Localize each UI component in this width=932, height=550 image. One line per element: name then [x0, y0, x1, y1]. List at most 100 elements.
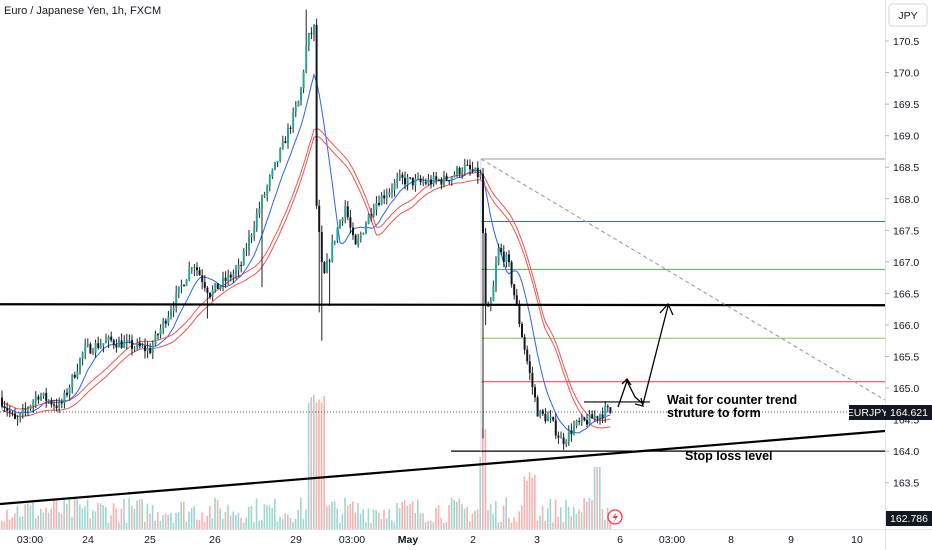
candle-body [86, 344, 89, 346]
candle-body [6, 408, 9, 411]
candle-body [141, 345, 144, 347]
candle-body [588, 414, 591, 425]
volume-bar [427, 520, 429, 529]
candle-body [435, 176, 438, 180]
candle-body [430, 179, 432, 185]
volume-bar [60, 513, 63, 529]
lightning-icon[interactable] [607, 509, 623, 525]
volume-bar [302, 519, 305, 529]
volume-bar [79, 504, 81, 529]
volume-bar [422, 513, 424, 529]
volume-bar [414, 512, 416, 529]
candle-body [105, 340, 107, 344]
candle-body [201, 275, 204, 282]
candle-body [227, 274, 230, 281]
sma-line [1, 72, 611, 434]
volume-bar [539, 515, 541, 529]
volume-bar [211, 518, 214, 529]
candle-body [453, 174, 456, 177]
volume-bar [461, 503, 463, 529]
candle-body [531, 373, 534, 388]
candle-body [495, 263, 497, 286]
volume-bar [84, 506, 86, 529]
candle-body [50, 400, 53, 405]
volume-bar [370, 522, 372, 529]
candle-body [523, 337, 526, 350]
volume-bar [14, 513, 16, 529]
annotation-stop-loss: Stop loss level [685, 449, 773, 463]
candle-body [331, 241, 334, 261]
candle-body [547, 417, 549, 422]
candle-body [484, 233, 487, 304]
volume-bar [159, 520, 162, 529]
candle-body [508, 254, 510, 263]
currency-button[interactable]: JPY [888, 3, 928, 27]
candle-body [424, 182, 427, 184]
candle-body [469, 164, 471, 170]
candle-body [596, 416, 599, 419]
volume-bar [300, 497, 302, 529]
plot-area[interactable] [0, 9, 886, 529]
price-axis[interactable]: 170.5 170.0 169.5 169.0 168.5 168.0 167.5 167.0… [885, 36, 919, 490]
volume-bar [435, 507, 437, 529]
volume-bar [383, 510, 385, 529]
volume-bar [604, 519, 606, 529]
volume-bar [500, 521, 502, 529]
volume-bar [141, 499, 143, 529]
volume-bar [222, 518, 224, 529]
volume-bar [24, 504, 26, 529]
last-price-label: 164.621 [890, 407, 928, 419]
volume-bar [331, 501, 333, 529]
low-price-value: 162.786 [890, 513, 928, 525]
candle-body [29, 405, 32, 409]
arrow-head-target-icon [659, 302, 674, 316]
volume-bar [154, 520, 156, 529]
volume-bar [71, 516, 73, 529]
candle-body [359, 234, 362, 239]
candle-body [229, 274, 232, 278]
candle-body [440, 179, 443, 185]
volume-bar [271, 507, 273, 529]
candle-body [281, 140, 284, 149]
volume-bar [105, 507, 107, 529]
y-tick-label: 164.0 [893, 446, 919, 458]
volume-bar [1, 520, 3, 529]
arrow-head-up-icon [621, 377, 632, 386]
candle-body [300, 88, 302, 102]
candle-body [554, 420, 557, 436]
volume-bar [419, 513, 422, 529]
volume-bar [326, 506, 328, 529]
volume-bar [214, 497, 216, 529]
candle-body [206, 287, 209, 293]
volume-bar [328, 505, 331, 529]
volume-bar [378, 512, 380, 529]
symbol-label: EURJPY [847, 407, 888, 419]
time-axis[interactable]: 03:00 24 25 26 29 03:00 May 2 3 6 03:00 8 9 10 [17, 534, 863, 546]
candle-body [245, 249, 248, 251]
volume-bar [120, 508, 123, 529]
volume-bar [365, 522, 367, 529]
volume-bar [237, 512, 240, 529]
candle-body [422, 182, 425, 184]
candle-body [128, 340, 131, 342]
candle-body [528, 361, 531, 374]
volume-bar [45, 507, 47, 529]
volume-bar [229, 515, 232, 529]
volume-bar [73, 498, 76, 529]
volume-bar [588, 498, 591, 529]
volume-bar [315, 402, 318, 529]
candle-body [94, 343, 97, 353]
candle-body [73, 374, 76, 378]
volume-bar [99, 503, 102, 529]
volume-bar [11, 517, 13, 529]
candle-body [396, 178, 399, 183]
volume-bars [1, 394, 611, 529]
volume-bar [424, 522, 427, 529]
candle-body [58, 402, 61, 409]
candle-body [1, 397, 3, 407]
candle-body [466, 164, 469, 166]
candle-body [437, 179, 440, 181]
candle-body [380, 195, 383, 205]
volume-bar [255, 498, 258, 529]
